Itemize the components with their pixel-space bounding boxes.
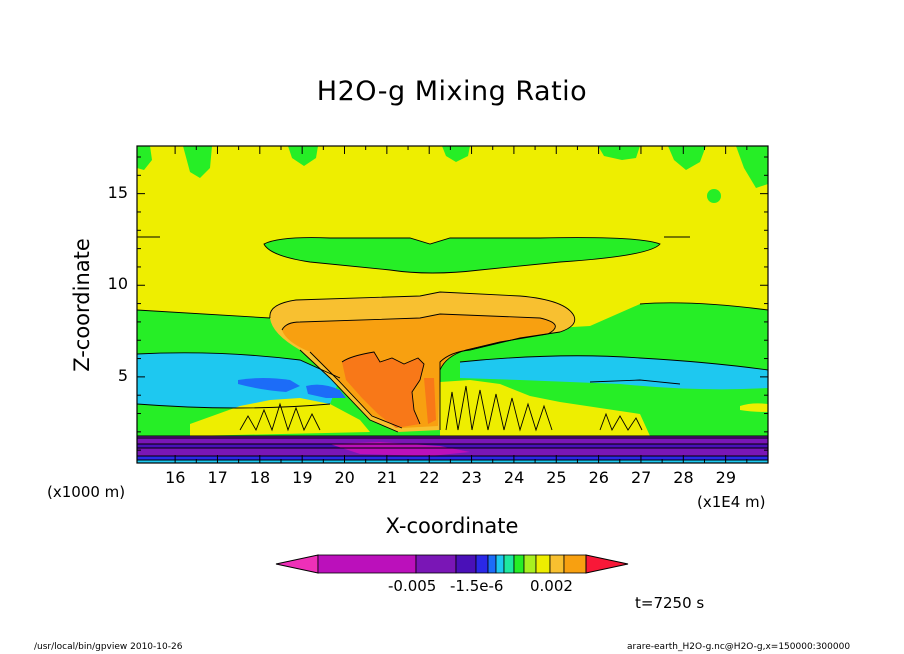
colorbar-left-arrow: [275, 554, 319, 574]
x-tick-label: 16: [165, 468, 186, 487]
plot-frame: [136, 145, 769, 464]
field-blue-2: [306, 384, 346, 398]
colorbar-tick-label: 0.002: [530, 577, 573, 595]
y-tick-label: 15: [107, 182, 128, 202]
colorbar-swatch: [549, 554, 565, 574]
colorbar-swatch: [317, 554, 417, 574]
colorbar-tick-label: -1.5e-6: [450, 577, 504, 595]
field-green-top-2: [288, 146, 318, 166]
x-axis-unit: (x1E4 m): [697, 493, 766, 511]
colorbar-swatch: [503, 554, 515, 574]
field-blue-layer: [137, 456, 768, 460]
field-green-top-1: [183, 146, 212, 178]
field-green-top-left: [137, 146, 152, 170]
x-tick-label: 18: [249, 468, 271, 487]
colorbar-swatch: [563, 554, 587, 574]
field-yellow-lower-left: [190, 398, 370, 436]
field-cyan-layer: [137, 460, 768, 463]
y-axis-unit: (x1000 m): [47, 483, 126, 501]
x-tick-label: 25: [546, 468, 567, 487]
field-indigo-layer: [137, 444, 768, 448]
field-green-mid-band: [264, 237, 660, 273]
y-tick-label: 10: [107, 274, 128, 294]
field-green-top-3: [442, 146, 470, 162]
field-magenta-patch: [330, 442, 470, 456]
x-tick-label: 26: [588, 468, 609, 487]
contour-field: [137, 146, 768, 463]
colorbar-swatch: [455, 554, 477, 574]
footer-right: arare-earth_H2O-g.nc@H2O-g,x=150000:3000…: [627, 642, 851, 652]
x-tick-label: 17: [207, 468, 228, 487]
field-green-top-6: [736, 146, 768, 188]
field-green-dot: [707, 189, 721, 203]
colorbar-swatch: [513, 554, 525, 574]
colorbar-swatch: [415, 554, 457, 574]
footer-left: /usr/local/bin/gpview 2010-10-26: [34, 642, 183, 652]
field-purple-layer: [137, 436, 768, 444]
x-axis-label: X-coordinate: [385, 514, 519, 538]
colorbar-tick-label: -0.005: [388, 577, 437, 595]
x-tick-label: 19: [292, 468, 313, 487]
x-tick-label: 21: [376, 468, 398, 487]
chart-title: H2O-g Mixing Ratio: [316, 76, 588, 107]
colorbar-swatch: [523, 554, 537, 574]
colorbar-right-arrow: [585, 554, 629, 574]
field-blue-1: [238, 378, 300, 392]
colorbar-swatch: [475, 554, 489, 574]
x-tick-label: 23: [461, 468, 482, 487]
time-label: t=7250 s: [635, 594, 705, 612]
field-green-top-5: [668, 146, 706, 170]
x-tick-label: 29: [715, 468, 736, 487]
colorbar-swatch: [487, 554, 497, 574]
colorbar: [275, 554, 629, 574]
x-tick-label: 20: [334, 468, 355, 487]
field-green-top-4: [598, 146, 640, 160]
x-tick-label: 24: [503, 468, 525, 487]
y-tick-label: 5: [117, 365, 128, 385]
axis-ticks: [137, 146, 768, 463]
field-cyan-right: [460, 355, 768, 390]
colorbar-swatch: [535, 554, 551, 574]
field-yellow-lower-edge: [740, 403, 768, 412]
x-tick-label: 27: [630, 468, 652, 487]
contour-lines: [137, 236, 768, 461]
field-orange-dark-2: [424, 378, 436, 424]
field-orange-dark: [342, 352, 424, 428]
colorbar-swatch: [495, 554, 505, 574]
x-tick-label: 28: [673, 468, 694, 487]
x-tick-label: 22: [419, 468, 440, 487]
